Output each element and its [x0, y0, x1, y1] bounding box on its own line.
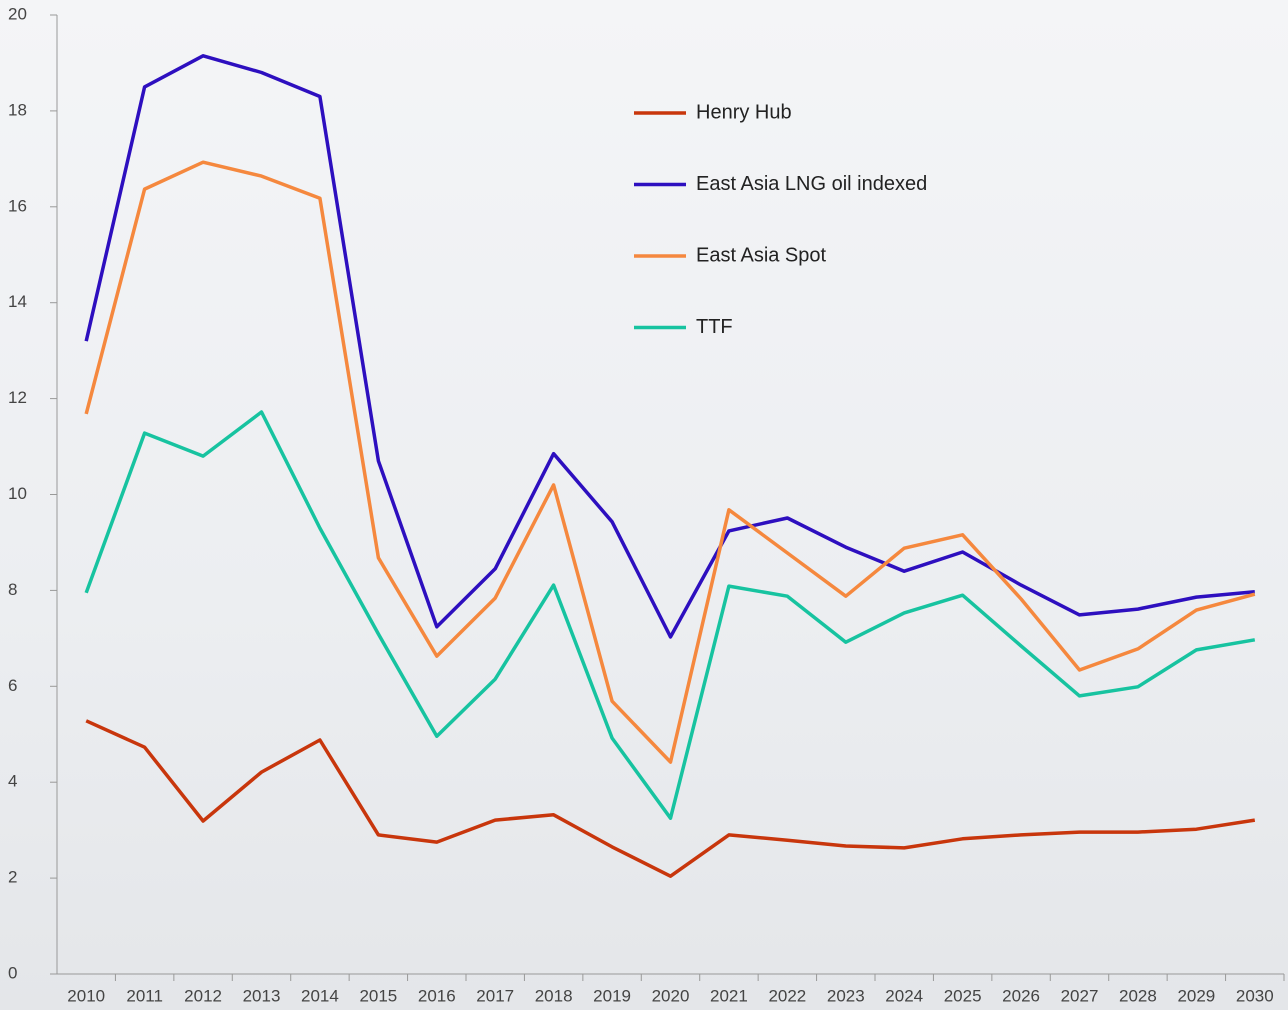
x-tick-label: 2030: [1236, 986, 1274, 1005]
x-tick-label: 2023: [827, 986, 865, 1005]
background: [0, 0, 1288, 1010]
x-tick-label: 2027: [1061, 986, 1099, 1005]
x-tick-label: 2025: [944, 986, 982, 1005]
x-tick-label: 2019: [593, 986, 631, 1005]
y-tick-label: 6: [8, 676, 17, 695]
x-tick-label: 2028: [1119, 986, 1157, 1005]
x-tick-label: 2020: [652, 986, 690, 1005]
x-tick-label: 2014: [301, 986, 339, 1005]
y-tick-label: 2: [8, 868, 17, 887]
x-tick-label: 2024: [885, 986, 923, 1005]
x-tick-label: 2015: [359, 986, 397, 1005]
x-tick-label: 2021: [710, 986, 748, 1005]
legend-label: Henry Hub: [696, 101, 792, 123]
x-tick-label: 2016: [418, 986, 456, 1005]
y-tick-label: 10: [8, 484, 27, 503]
legend-label: East Asia Spot: [696, 244, 827, 266]
x-tick-label: 2012: [184, 986, 222, 1005]
y-tick-label: 18: [8, 100, 27, 119]
x-tick-label: 2010: [67, 986, 105, 1005]
y-tick-label: 4: [8, 772, 17, 791]
y-tick-label: 0: [8, 963, 17, 982]
y-tick-label: 8: [8, 580, 17, 599]
y-tick-label: 20: [8, 4, 27, 23]
x-tick-label: 2011: [126, 986, 163, 1005]
y-tick-label: 16: [8, 196, 27, 215]
legend-label: East Asia LNG oil indexed: [696, 173, 927, 195]
x-tick-label: 2017: [476, 986, 514, 1005]
y-tick-label: 14: [8, 292, 27, 311]
page: {"chart_data": {"type": "line", "categor…: [0, 0, 1288, 1010]
legend-label: TTF: [696, 316, 733, 338]
x-tick-label: 2029: [1177, 986, 1215, 1005]
x-tick-label: 2018: [535, 986, 573, 1005]
chart: 0 2 4 6 8 10 12 14 16 18 20 2010 2011 2012 2013 2014 201…: [0, 0, 1288, 1010]
x-tick-label: 2022: [768, 986, 806, 1005]
x-tick-label: 2013: [243, 986, 281, 1005]
x-tick-label: 2026: [1002, 986, 1040, 1005]
y-tick-label: 12: [8, 388, 27, 407]
